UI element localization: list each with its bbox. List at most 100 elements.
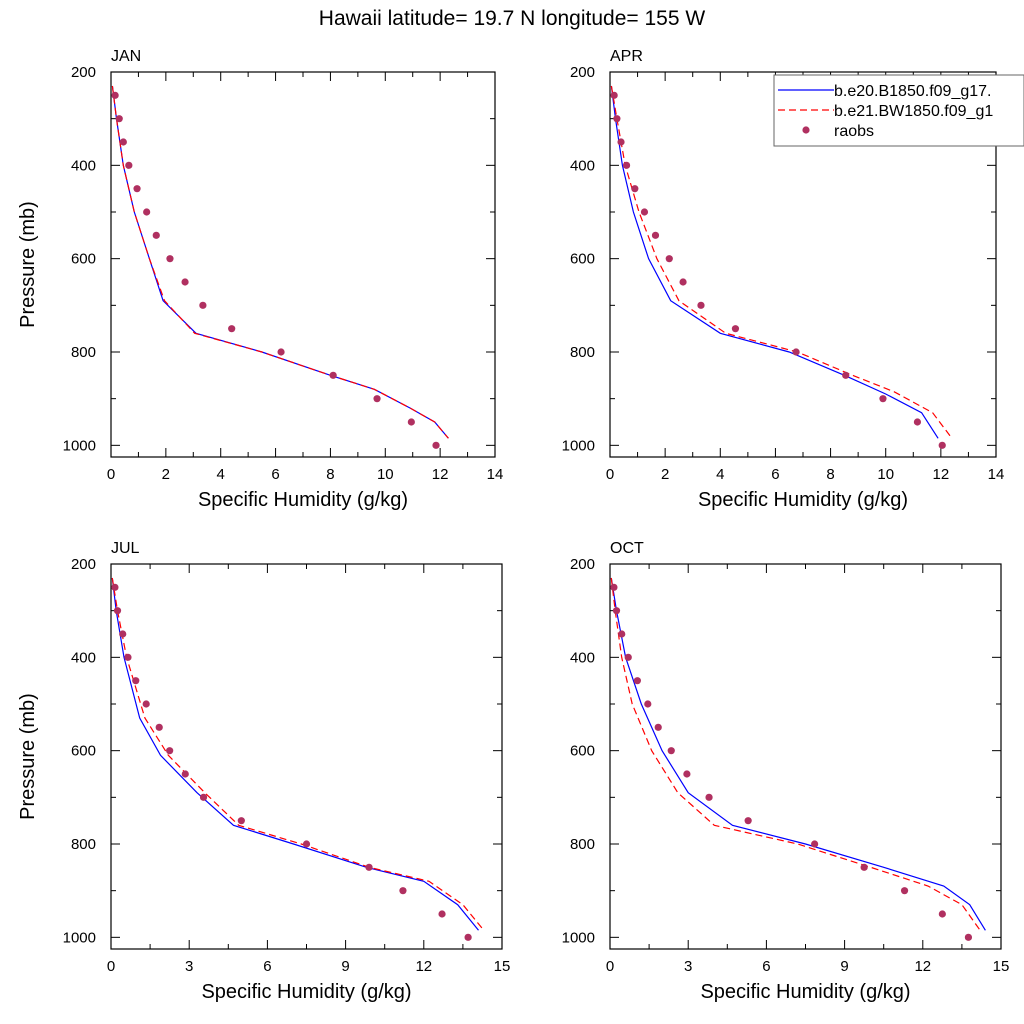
raobs-point [166,747,174,755]
panel-label: APR [610,48,643,65]
x-tick-label: 6 [271,466,279,483]
raobs-point [613,115,621,123]
x-axis-title: Specific Humidity (g/kg) [700,981,910,1003]
y-tick-label: 800 [71,836,96,853]
x-tick-label: 14 [487,466,504,483]
y-tick-label: 400 [570,649,595,666]
raobs-point [679,278,687,286]
raobs-point [731,325,740,333]
series-line-b-e20-b1850-f09-g17 [610,577,986,931]
y-tick-label: 200 [570,64,595,81]
x-tick-label: 9 [840,958,848,975]
x-axis-title: Specific Humidity (g/kg) [201,981,411,1003]
raobs-point [143,208,151,216]
y-tick-label: 1000 [63,929,96,946]
x-tick-label: 4 [716,466,724,483]
raobs-point [302,840,311,848]
panel-label: JUL [111,540,140,557]
raobs-point [631,185,639,193]
raobs-point [111,583,119,591]
x-tick-label: 0 [107,466,115,483]
y-tick-label: 400 [570,157,595,174]
series-line-b-e21-bw1850-f09-g1 [111,577,485,931]
raobs-point [617,138,625,146]
raobs-point [610,91,618,99]
raobs-point [697,301,705,309]
x-tick-label: 0 [107,958,115,975]
y-tick-label: 1000 [562,929,595,946]
raobs-point [612,607,621,615]
raobs-point [811,840,819,848]
legend: b.e20.B1850.f09_g17. b.e21.BW1850.f09_g1r… [773,74,1024,147]
x-tick-label: 6 [762,958,770,975]
raobs-point [199,301,207,309]
raobs-point [199,793,208,801]
series-line-b-e20-b1850-f09-g17 [610,85,939,439]
x-tick-label: 9 [341,958,349,975]
raobs-point [407,418,415,426]
raobs-point [938,441,946,449]
raobs-point [665,255,673,263]
raobs-point [181,278,189,286]
x-tick-label: 2 [661,466,669,483]
x-tick-label: 6 [771,466,779,483]
y-tick-label: 1000 [63,437,96,454]
x-tick-label: 0 [606,958,614,975]
raobs-point [119,630,127,638]
raobs-point [166,255,174,263]
raobs-point [365,863,373,871]
raobs-point [237,817,245,825]
raobs-point [667,747,675,755]
series-line-b-e20-b1850-f09-g17 [111,85,449,439]
raobs-point [329,371,337,379]
x-tick-label: 3 [684,958,692,975]
x-tick-label: 4 [217,466,225,483]
raobs-point [644,700,652,708]
raobs-point [938,910,946,918]
raobs-point [900,887,909,895]
raobs-point [432,441,440,449]
raobs-point [115,115,123,123]
raobs-point [964,933,973,941]
raobs-point [181,770,189,778]
raobs-point [618,630,626,638]
raobs-point [622,161,631,169]
y-tick-label: 200 [71,64,96,81]
y-tick-label: 400 [71,649,96,666]
series-line-b-e21-bw1850-f09-g1 [111,85,449,439]
x-tick-label: 0 [606,466,614,483]
y-tick-label: 400 [71,157,96,174]
raobs-point [277,348,285,356]
y-tick-label: 800 [570,836,595,853]
x-tick-label: 2 [162,466,170,483]
legend-label: b.e20.B1850.f09_g17. [834,83,991,100]
x-axis-title: Specific Humidity (g/kg) [698,489,908,511]
raobs-point [142,700,150,708]
x-tick-label: 15 [993,958,1010,975]
raobs-point [683,770,691,778]
raobs-point [640,208,649,216]
raobs-point [152,231,160,239]
raobs-point [132,677,140,685]
x-tick-label: 8 [826,466,834,483]
raobs-point [399,887,407,895]
raobs-point [438,910,446,918]
raobs-point [111,91,119,99]
legend-label: raobs [834,123,874,140]
x-tick-label: 14 [988,466,1005,483]
y-axis-title: Pressure (mb) [17,201,39,328]
raobs-point [842,371,850,379]
plot-frame [609,563,1002,950]
panel-label: JAN [111,48,141,65]
x-tick-label: 6 [263,958,271,975]
legend-label: b.e21.BW1850.f09_g1 [834,103,993,120]
raobs-point [651,231,660,239]
raobs-point [879,395,887,403]
x-tick-label: 10 [377,466,394,483]
legend-marker [802,126,810,134]
series-line-b-e20-b1850-f09-g17 [111,577,479,931]
y-tick-label: 600 [570,743,595,760]
x-tick-label: 12 [914,958,931,975]
x-tick-label: 12 [415,958,432,975]
